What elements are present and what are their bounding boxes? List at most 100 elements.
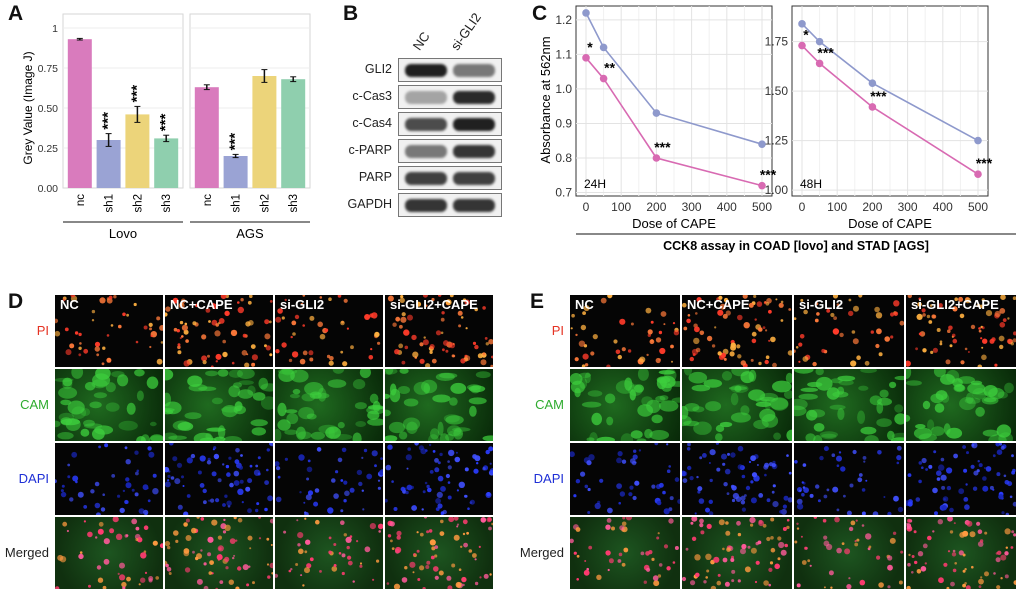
blot-band — [453, 172, 495, 185]
significance-label: *** — [654, 139, 671, 155]
y-tick-label: 0.7 — [555, 186, 572, 200]
group-label: Lovo — [109, 226, 137, 241]
microscopy-image — [385, 517, 493, 589]
cell-dots — [906, 369, 1014, 441]
panel-letter-d: D — [8, 290, 24, 313]
cell-dots — [55, 517, 163, 589]
blot-strip — [398, 58, 502, 82]
significance-label: *** — [227, 133, 244, 151]
bar — [96, 140, 121, 188]
y-tick-label: 1 — [52, 23, 58, 35]
microscopy-column-label: si-GLI2+CAPE — [390, 297, 478, 312]
microscopy-row-label: DAPI — [18, 471, 49, 486]
microscopy-image — [906, 369, 1016, 441]
microscopy-image: si-GLI2 — [794, 295, 904, 367]
blot-band — [453, 199, 495, 212]
microscopy-row-label: CAM — [20, 397, 49, 412]
significance-label: *** — [817, 44, 834, 60]
cell-dots — [55, 295, 163, 366]
bar — [154, 138, 179, 188]
x-tick-label: 500 — [752, 200, 772, 214]
blot-row-label: PARP — [358, 170, 392, 184]
y-tick-label: 0.75 — [38, 63, 59, 75]
microscopy-row-label: CAM — [535, 397, 564, 412]
x-tick-label: nc — [75, 194, 87, 206]
cell-dots — [906, 517, 1016, 589]
microscopy-row-label: Merged — [519, 545, 564, 560]
microscopy-image: NC+CAPE — [165, 295, 273, 367]
microscopy-image: si-GLI2+CAPE — [385, 295, 493, 367]
blot-band — [405, 199, 447, 212]
microscopy-image — [570, 517, 680, 589]
panel-letter-a: A — [8, 2, 24, 25]
microscopy-image — [165, 517, 273, 589]
microscopy-image: NC — [570, 295, 680, 367]
data-point — [815, 59, 824, 68]
microscopy-image — [906, 443, 1016, 515]
x-tick-label: 100 — [827, 200, 847, 214]
significance-label: *** — [976, 155, 993, 171]
data-point — [758, 181, 766, 190]
microscopy-image — [794, 443, 904, 515]
microscopy-column-label: si-GLI2+CAPE — [911, 297, 999, 312]
blot-row-label: c-Cas4 — [352, 116, 392, 130]
cell-dots — [682, 295, 792, 367]
data-point — [652, 154, 661, 162]
data-point — [599, 43, 608, 52]
x-tick-label: sh2 — [132, 194, 144, 213]
cell-dots — [387, 295, 493, 367]
microscopy-image — [385, 443, 493, 515]
x-tick-label: sh1 — [104, 194, 116, 213]
y-tick-label: 1.50 — [765, 84, 789, 98]
microscopy-image — [682, 369, 792, 441]
x-tick-label: 0 — [799, 200, 806, 214]
data-point — [599, 74, 608, 83]
x-tick-label: 100 — [611, 200, 631, 214]
significance-label: * — [587, 39, 593, 55]
microscopy-row-label: Merged — [4, 545, 49, 560]
y-tick-label: 1.2 — [555, 13, 572, 27]
series-line — [585, 12, 763, 145]
microscopy-image — [165, 369, 273, 441]
microscopy-column-label: si-GLI2 — [799, 297, 844, 312]
microscopy-row-label: PI — [36, 323, 49, 338]
x-tick-label: sh3 — [288, 194, 300, 213]
cell-dots — [794, 445, 904, 515]
microscopy-image — [275, 369, 383, 441]
cell-dots — [906, 295, 1016, 367]
cell-dots — [165, 369, 273, 441]
line-chart: Absorbance at 562nm 0.7 0.8 0.9 1.0 1.1 1.2 0 10… — [538, 5, 1016, 253]
chart-caption: CCK8 assay in COAD [lovo] and STAD [AGS] — [663, 239, 929, 253]
cell-dots — [275, 369, 383, 441]
blot-band — [405, 145, 447, 158]
microscopy-column-label: NC+CAPE — [170, 297, 233, 312]
cell-dots — [570, 369, 680, 441]
data-point — [798, 20, 806, 28]
microscopy-grid-e: PI NC NC+CAPE si-GLI2 si-GLI2+CAPE CAM DAPI Mer… — [515, 295, 1020, 595]
x-tick-label: 0 — [583, 200, 590, 214]
data-point — [798, 41, 806, 50]
cell-dots — [386, 517, 493, 589]
blot-col-nc: NC — [409, 29, 433, 53]
x-axis-label: Dose of CAPE — [848, 216, 932, 231]
microscopy-image — [794, 369, 904, 441]
x-tick-label: 300 — [682, 200, 702, 214]
y-tick-label: 1.0 — [555, 82, 572, 96]
blot-band — [405, 64, 447, 77]
y-axis-label: Absorbance at 562nm — [538, 36, 553, 163]
y-axis-label: Grey Value (Image J) — [21, 51, 35, 164]
series-line — [801, 23, 979, 142]
series-line — [801, 45, 979, 175]
cell-dots — [165, 295, 273, 367]
microscopy-row-label: PI — [551, 323, 564, 338]
x-axis-label: Dose of CAPE — [632, 216, 716, 231]
data-point — [815, 37, 824, 46]
bar — [194, 87, 219, 188]
x-tick-label: 400 — [717, 200, 737, 214]
microscopy-image — [570, 369, 680, 441]
cell-dots — [55, 369, 163, 441]
data-point — [582, 54, 590, 62]
microscopy-column-label: NC — [60, 297, 79, 312]
microscopy-image: si-GLI2 — [275, 295, 383, 367]
bar-chart: Grey Value (Image J) 0.00 0.25 0.50 0.75 1 nc *… — [21, 13, 311, 241]
